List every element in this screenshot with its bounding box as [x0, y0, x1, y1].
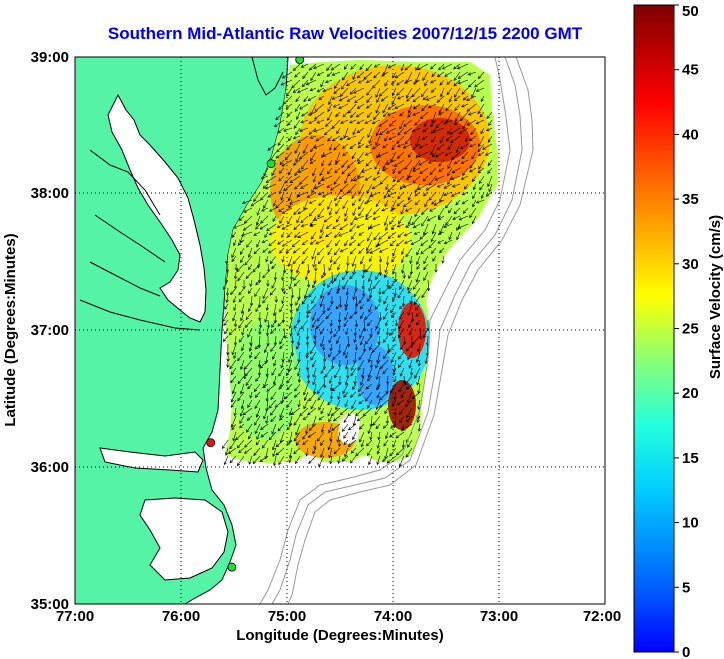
- velocity-arrows: [221, 63, 493, 468]
- colorbar-tick-label: 40: [682, 126, 699, 143]
- colorbar-tick-label: 50: [682, 3, 699, 20]
- potomac-river: [89, 149, 161, 216]
- bathymetry-contours: [259, 57, 534, 604]
- colorbar-ticks: 0 5 10 15 20 25 30 35 40 45 50: [674, 3, 699, 659]
- colorbar-gradient: [633, 4, 675, 653]
- colorbar-tick-label: 45: [682, 62, 699, 79]
- albemarle-sound: [99, 447, 204, 473]
- y-tick-label: 39:00: [31, 49, 69, 66]
- bathymetry-line-3: [287, 57, 534, 604]
- site-mid-marker: [266, 159, 276, 169]
- site-north-marker: [295, 57, 305, 65]
- x-tick-label: 76:00: [162, 608, 200, 625]
- delaware-bay-shore: [251, 57, 284, 96]
- x-tick-label: 77:00: [56, 608, 94, 625]
- map-grid: [75, 57, 605, 604]
- map-plot-area: [75, 57, 605, 604]
- velocity-field: [221, 60, 497, 468]
- velocity-arrow-glyphs: [221, 63, 493, 468]
- x-tick-label: 74:00: [374, 608, 412, 625]
- y-tick-label: 35:00: [31, 596, 69, 613]
- y-tick-label: 36:00: [31, 459, 69, 476]
- chart-title: Southern Mid-Atlantic Raw Velocities 200…: [108, 24, 583, 43]
- x-tick-label: 73:00: [480, 608, 518, 625]
- colorbar-tick-label: 30: [682, 256, 699, 273]
- colorbar-tick-label: 10: [682, 515, 699, 532]
- york-river: [89, 261, 161, 297]
- plot-border: [74, 56, 606, 605]
- x-tick-label: 72:00: [583, 608, 621, 625]
- pamlico-sound: [139, 497, 229, 581]
- colorbar-tick-label: 25: [682, 321, 699, 338]
- velocity-blob-dark-southeast: [388, 380, 416, 430]
- y-axis-label: Latitude (Degrees:Minutes): [2, 233, 19, 426]
- x-axis-label: Longitude (Degrees:Minutes): [236, 627, 444, 644]
- colorbar-tick-label: 20: [682, 385, 699, 402]
- colorbar-label: Surface Velocity (cm/s): [707, 215, 724, 379]
- colorbar: 0 5 10 15 20 25 30 35 40 45 50 Surface Velocity (c…: [633, 3, 724, 659]
- colorbar-tick-label: 0: [682, 644, 690, 659]
- colorbar-tick-label: 15: [682, 450, 699, 467]
- y-tick-labels: 39:00 38:00 37:00 36:00 35:00: [31, 49, 69, 613]
- radar-sites: [206, 57, 305, 572]
- y-tick-label: 37:00: [31, 322, 69, 339]
- colorbar-tick-label: 5: [682, 579, 690, 596]
- y-tick-label: 38:00: [31, 185, 69, 202]
- x-tick-label: 75:00: [268, 608, 306, 625]
- bathymetry-line-2: [271, 57, 523, 604]
- rappahannock-river: [94, 214, 166, 263]
- site-hatteras-marker: [227, 562, 237, 572]
- colorbar-tick-label: 35: [682, 191, 699, 208]
- james-river: [79, 299, 201, 331]
- velocity-blob-blue-2: [357, 345, 393, 405]
- bathymetry-line-1: [259, 57, 511, 604]
- velocity-blob-green-sw: [230, 320, 300, 440]
- site-south-red-marker: [206, 438, 216, 448]
- x-tick-labels: 77:00 76:00 75:00 74:00 73:00 72:00: [56, 608, 621, 625]
